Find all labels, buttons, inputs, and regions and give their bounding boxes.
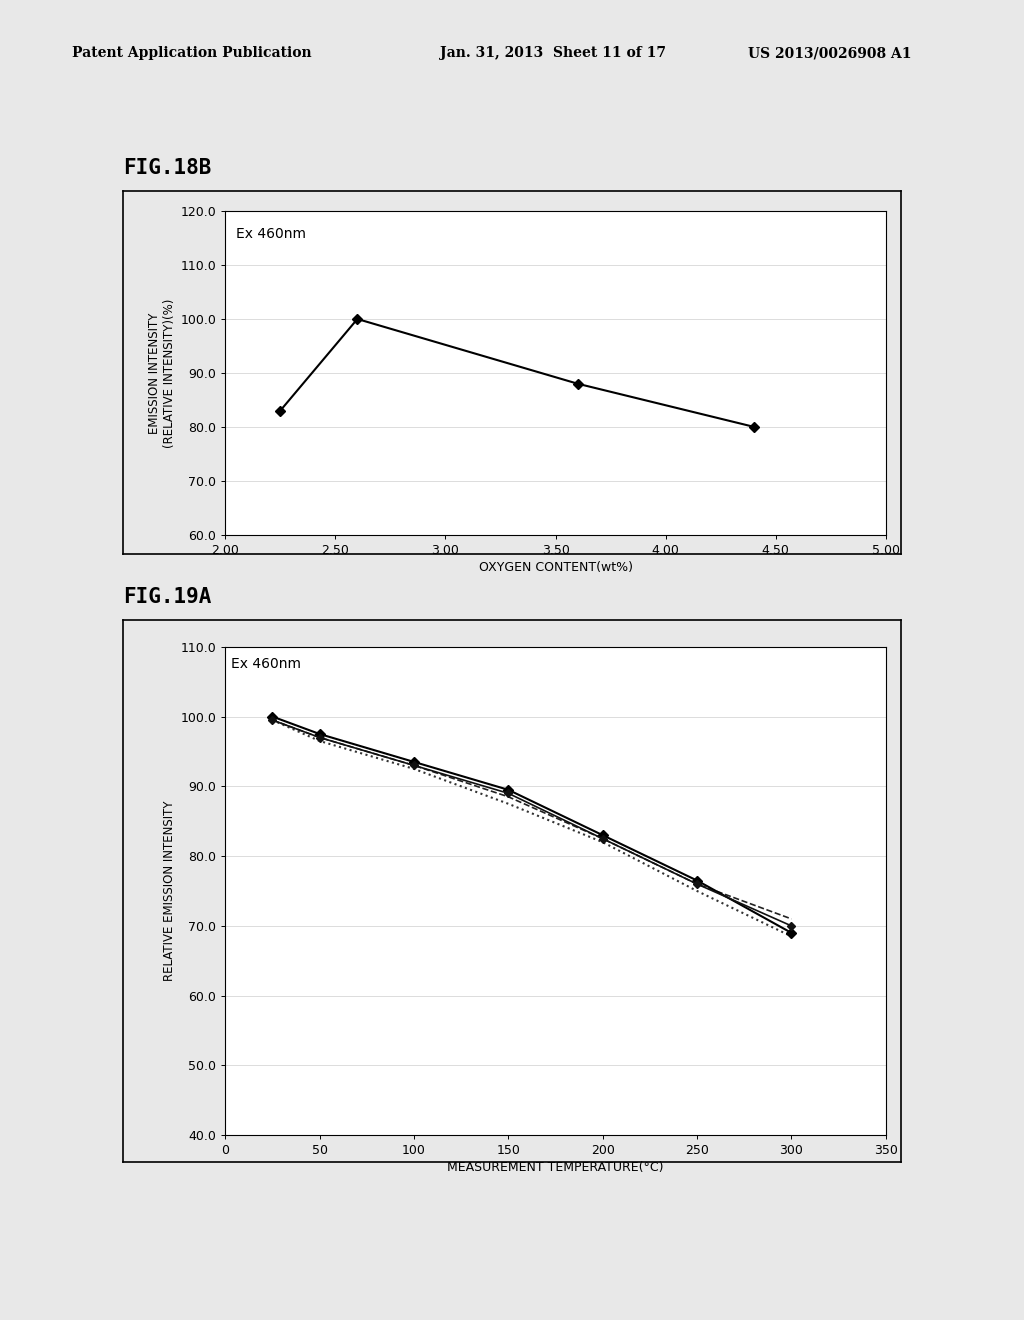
Text: FIG.19A: FIG.19A: [123, 587, 211, 607]
X-axis label: MEASUREMENT TEMPERATURE(°C): MEASUREMENT TEMPERATURE(°C): [447, 1162, 664, 1175]
Text: Jan. 31, 2013  Sheet 11 of 17: Jan. 31, 2013 Sheet 11 of 17: [440, 46, 667, 61]
Text: Patent Application Publication: Patent Application Publication: [72, 46, 311, 61]
Y-axis label: EMISSION INTENSITY
(RELATIVE INTENSITY)(%): EMISSION INTENSITY (RELATIVE INTENSITY)(…: [148, 298, 176, 447]
Text: Ex 460nm: Ex 460nm: [237, 227, 306, 242]
Text: FIG.18B: FIG.18B: [123, 158, 211, 178]
Text: Ex 460nm: Ex 460nm: [231, 657, 301, 672]
Text: US 2013/0026908 A1: US 2013/0026908 A1: [748, 46, 911, 61]
X-axis label: OXYGEN CONTENT(wt%): OXYGEN CONTENT(wt%): [478, 561, 633, 574]
Y-axis label: RELATIVE EMISSION INTENSITY: RELATIVE EMISSION INTENSITY: [163, 801, 176, 981]
